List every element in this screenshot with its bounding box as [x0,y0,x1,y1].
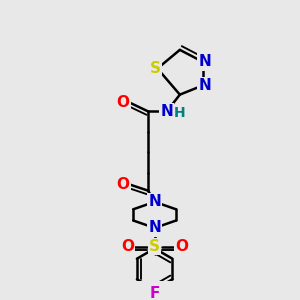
Text: N: N [160,104,173,119]
Text: S: S [149,239,160,254]
Text: O: O [116,177,130,192]
Text: N: N [148,220,161,236]
Text: O: O [116,94,130,110]
Text: F: F [149,286,160,300]
Text: S: S [150,61,161,76]
Text: N: N [199,55,212,70]
Text: N: N [199,78,212,93]
Text: O: O [175,239,188,254]
Text: O: O [121,239,134,254]
Text: N: N [148,194,161,209]
Text: H: H [174,106,186,120]
